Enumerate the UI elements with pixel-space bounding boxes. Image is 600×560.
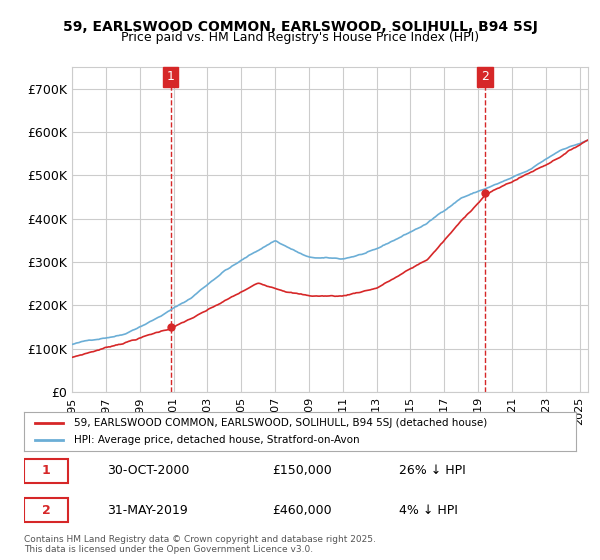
Text: £150,000: £150,000 xyxy=(272,464,332,478)
Text: 30-OCT-2000: 30-OCT-2000 xyxy=(107,464,189,478)
Text: 4% ↓ HPI: 4% ↓ HPI xyxy=(400,504,458,517)
Text: 2: 2 xyxy=(481,71,489,83)
Text: 1: 1 xyxy=(167,71,175,83)
Text: 2: 2 xyxy=(42,504,50,517)
FancyBboxPatch shape xyxy=(24,498,68,522)
Text: Contains HM Land Registry data © Crown copyright and database right 2025.
This d: Contains HM Land Registry data © Crown c… xyxy=(24,535,376,554)
Text: HPI: Average price, detached house, Stratford-on-Avon: HPI: Average price, detached house, Stra… xyxy=(74,435,359,445)
Text: Price paid vs. HM Land Registry's House Price Index (HPI): Price paid vs. HM Land Registry's House … xyxy=(121,31,479,44)
Text: 59, EARLSWOOD COMMON, EARLSWOOD, SOLIHULL, B94 5SJ (detached house): 59, EARLSWOOD COMMON, EARLSWOOD, SOLIHUL… xyxy=(74,418,487,428)
Text: 59, EARLSWOOD COMMON, EARLSWOOD, SOLIHULL, B94 5SJ: 59, EARLSWOOD COMMON, EARLSWOOD, SOLIHUL… xyxy=(62,20,538,34)
Text: 31-MAY-2019: 31-MAY-2019 xyxy=(107,504,188,517)
Text: 26% ↓ HPI: 26% ↓ HPI xyxy=(400,464,466,478)
Text: 1: 1 xyxy=(42,464,50,478)
Text: £460,000: £460,000 xyxy=(272,504,332,517)
FancyBboxPatch shape xyxy=(24,459,68,483)
